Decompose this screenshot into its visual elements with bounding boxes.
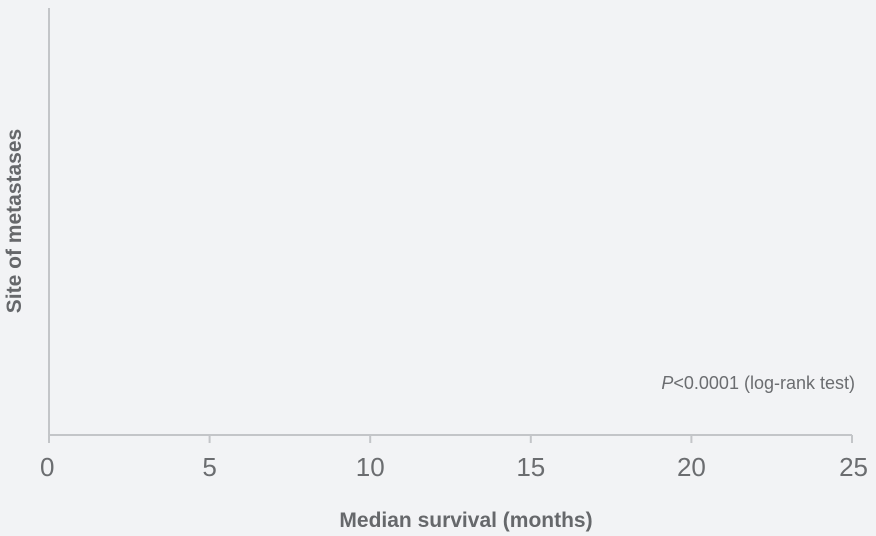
p-value-text: <0.0001 (log-rank test) [673,373,855,393]
x-tick-label: 25 [839,452,868,482]
p-value-annotation: P<0.0001 (log-rank test) [661,373,855,393]
x-tick-label: 10 [356,452,385,482]
plot-area: 0 5 10 15 20 25 [40,8,868,482]
x-tick-label: 15 [516,452,545,482]
x-axis-title: Median survival (months) [339,509,592,532]
y-axis-title: Site of metastases [3,129,26,313]
x-tick-label: 5 [202,452,216,482]
x-tick-label: 20 [677,452,706,482]
x-tick-label: 0 [40,452,54,482]
x-ticks: 0 5 10 15 20 25 [40,435,868,482]
p-symbol: P [661,373,673,393]
